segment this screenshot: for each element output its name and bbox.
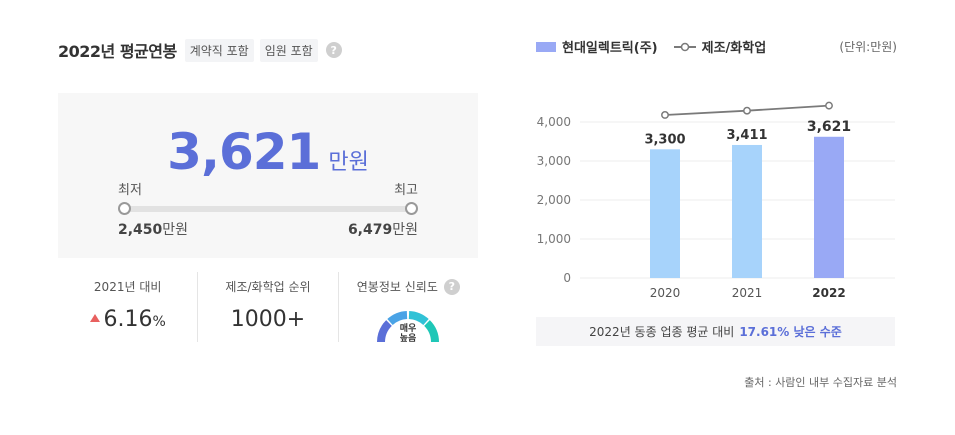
stat-rank-label: 제조/화학업 순위 [225,280,311,294]
gauge-segment-4 [424,320,440,342]
max-label: 최고 [394,183,418,198]
industry-average-point [743,106,751,115]
tag-contract-included: 계약직 포함 [184,38,254,62]
gauge-text-line2: 높음 [400,333,417,342]
bar-2021 [732,144,762,278]
gauge-segment-2 [387,311,408,326]
industry-average-point [825,101,833,110]
stat-yoy: 2021년 대비 6.16% [58,272,197,342]
min-salary: 2,450만원 [118,219,188,239]
x-tick-label: 2020 [650,286,681,300]
legend-line-swatch [673,42,696,51]
page-title: 2022년 평균연봉 [58,42,177,61]
industry-average-point [661,111,669,119]
bar-value-label: 3,411 [726,128,767,143]
stat-yoy-label: 2021년 대비 [93,280,162,294]
gauge-segment-1 [377,320,393,342]
salary-range-track [124,206,412,212]
bar-value-label: 3,300 [644,132,685,147]
y-tick-label: 1,000 [537,232,571,246]
salary-trend-chart: 0 1,000 2,000 3,000 4,000 3,300 2020 3,411 2021 3… [537,101,895,300]
stat-rank-value: 1000+ [230,307,306,332]
max-salary-unit: 만원 [392,222,418,238]
legend-bar-swatch [536,41,556,52]
y-tick-label: 2,000 [537,193,571,207]
average-salary: 3,621 만원 [58,123,478,181]
max-salary: 6,479만원 [348,219,418,239]
max-salary-value: 6,479 [347,222,393,238]
min-salary-value: 2,450 [118,222,163,238]
average-salary-value: 3,621 [167,123,321,181]
footnote-text: 2022년 동종 업종 평균 대비 [589,325,735,339]
max-knob [405,202,418,215]
min-label: 최저 [118,183,142,198]
reliability-gauge: 매우 높음 [377,311,440,342]
gauge-text-line1: 매우 [400,322,417,334]
stat-rank: 제조/화학업 순위 1000+ [197,272,337,342]
comparison-footnote: 2022년 동종 업종 평균 대비 17.61% 낮은 수준 [536,317,895,346]
stat-reliability-label: 연봉정보 신뢰도 [356,280,438,294]
x-tick-label: 2021 [732,286,763,300]
legend-company: 현대일렉트릭(주) [562,41,658,56]
reliability-question-icon[interactable]: ? [443,278,460,295]
source-note: 출처 : 사람인 내부 수집자료 분석 [744,376,897,389]
stat-yoy-unit: % [152,314,166,330]
min-knob [118,202,131,215]
tag-executive-included: 임원 포함 [259,38,318,62]
bar-2022 [814,136,844,278]
footnote-highlight: 17.61% 낮은 수준 [739,325,842,339]
average-salary-unit: 만원 [328,150,369,175]
y-tick-label: 0 [563,271,571,285]
y-tick-label: 4,000 [537,115,571,129]
y-tick-label: 3,000 [537,154,571,168]
salary-stats: 2021년 대비 6.16% 제조/화학업 순위 1000+ 연봉정보 신뢰도?… [58,272,478,342]
bar-value-label: 3,621 [807,119,851,135]
question-icon[interactable]: ? [325,42,342,58]
chart-legend: 현대일렉트릭(주) 제조/화학업 [536,37,766,56]
stat-yoy-value: 6.16 [103,307,153,332]
up-triangle-icon [89,314,100,322]
x-tick-label: 2022 [812,286,845,300]
chart-unit-note: (단위:만원) [839,40,897,54]
stat-reliability: 연봉정보 신뢰도? 매우 높음 [337,272,478,342]
salary-header: 2022년 평균연봉 계약직 포함 임원 포함 ? [58,38,342,62]
legend-industry: 제조/화학업 [701,41,767,56]
bar-2020 [650,149,680,278]
average-salary-panel: 3,621 만원 최저 최고 2,450만원 6,479만원 [58,93,478,258]
gauge-segment-3 [408,311,430,326]
min-salary-unit: 만원 [162,222,189,238]
